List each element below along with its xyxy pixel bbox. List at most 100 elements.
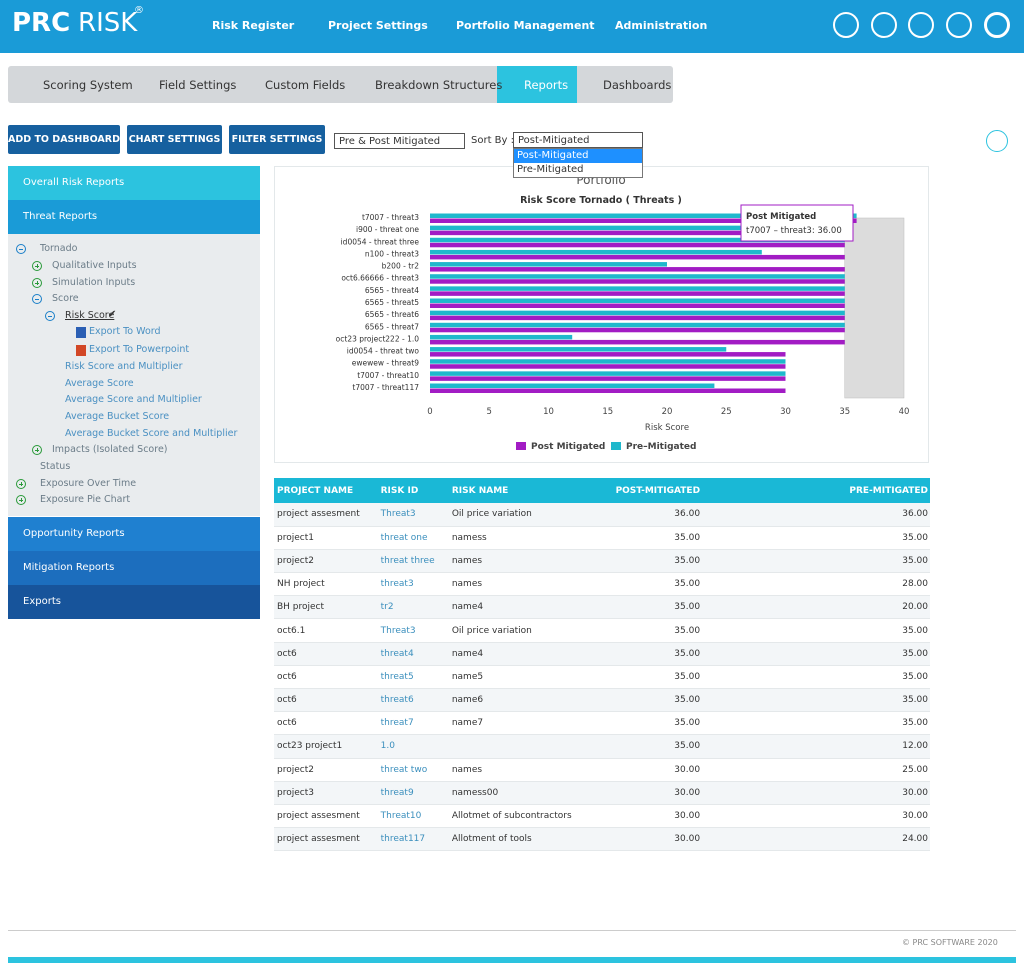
tree-item[interactable]: Export To Word [89,326,161,337]
sidebar-section[interactable]: Exports [8,585,260,619]
table-cell: project assesment [277,834,360,845]
tree-item[interactable]: Average Score [65,378,134,389]
table-cell[interactable]: threat117 [380,834,426,845]
table-cell[interactable]: threat3 [380,579,414,590]
category-label: b200 - tr2 [382,262,420,271]
column-header: RISK NAME [451,485,509,496]
nav-link[interactable]: Risk Register [212,19,295,32]
table-cell[interactable]: Threat10 [380,811,422,822]
tree-item[interactable]: Qualitative Inputs [52,260,137,271]
table-cell[interactable]: threat6 [380,695,414,706]
tree-item[interactable]: Exposure Over Time [40,478,137,489]
sidebar-section[interactable]: Mitigation Reports [8,551,260,585]
mode-select[interactable]: Pre & Post Mitigated [334,133,465,149]
table-cell: Allotment of tools [451,834,532,845]
table-row: project2 threat two names 30.00 25.00 [274,758,930,782]
table-row: oct23 project1 1.0 35.00 12.00 [274,734,930,759]
table-cell[interactable]: threat7 [380,718,414,729]
tooltip-title: Post Mitigated [746,212,816,222]
bar [430,279,845,284]
tree-item[interactable]: Average Score and Multiplier [65,394,202,405]
button[interactable]: ADD TO DASHBOARD [8,125,120,154]
tree-toggle[interactable] [32,445,42,455]
tree-item[interactable]: Export To Powerpoint [89,344,190,355]
tree-item[interactable]: Tornado [40,243,78,254]
tree-item[interactable]: Risk Score [65,310,115,321]
table-cell[interactable]: threat5 [380,671,414,682]
tree-item[interactable]: Status [40,461,71,472]
table-cell: 35.00 [902,718,928,729]
tree-toggle[interactable] [16,495,26,505]
tree-toggle[interactable] [32,261,42,271]
window-icon[interactable] [871,12,897,38]
tree-item[interactable]: Average Bucket Score [65,411,170,422]
table-cell[interactable]: threat two [380,764,428,775]
logo: RISK [78,8,138,38]
table-cell[interactable]: Threat3 [380,625,416,636]
table-cell[interactable]: threat4 [380,648,414,659]
table-cell: 35.00 [902,532,928,543]
toggle-icon[interactable] [833,12,859,38]
legend-label[interactable]: Post Mitigated [531,442,605,452]
table-cell[interactable]: tr2 [380,602,394,613]
dropdown-option[interactable]: Pre-Mitigated [517,164,584,175]
sidebar-section[interactable]: Opportunity Reports [8,517,260,551]
tree-toggle[interactable] [32,294,42,304]
table-cell[interactable]: threat9 [380,787,414,798]
bar [430,376,786,381]
x-tick-label: 30 [780,407,791,417]
dropdown-option[interactable]: Post-Mitigated [514,149,642,163]
active-tab [497,66,577,103]
nav-link[interactable]: Administration [615,19,708,32]
button[interactable]: FILTER SETTINGS [229,125,325,154]
bar [430,218,857,223]
tab[interactable]: Custom Fields [265,78,346,92]
table-row: BH project tr2 name4 35.00 20.00 [274,595,930,619]
sidebar-section[interactable]: Threat Reports [8,200,260,234]
help-icon[interactable] [946,12,972,38]
table-cell: 30.00 [674,787,701,798]
tree-item[interactable]: Risk Score and Multiplier [65,361,183,372]
tree-item[interactable]: Exposure Pie Chart [40,494,131,505]
sort-select[interactable]: Post-Mitigated [513,132,643,148]
legend-label[interactable]: Pre–Mitigated [626,442,696,452]
category-label: t7007 - threat117 [352,383,419,392]
table-cell: 35.00 [902,648,928,659]
table-cell[interactable]: Threat3 [380,509,416,520]
tab[interactable]: Breakdown Structures [375,78,503,92]
tree-toggle[interactable] [32,278,42,288]
export-icon[interactable] [986,130,1008,152]
tab[interactable]: Reports [524,78,569,92]
table-cell[interactable]: threat one [380,532,428,543]
power-icon[interactable] [984,12,1010,38]
tree-toggle[interactable] [16,244,26,254]
bar [430,327,845,333]
nav-link[interactable]: Portfolio Management [456,19,595,32]
category-label: ewewew - threat9 [352,359,419,368]
table-cell: 24.00 [902,834,928,845]
category-label: 6565 - threat4 [365,286,419,295]
button[interactable]: CHART SETTINGS [127,125,222,154]
tree-toggle[interactable] [45,311,55,321]
tree-item[interactable]: Score [52,293,79,304]
bar [430,322,845,328]
tab[interactable]: Scoring System [43,78,133,92]
tree-toggle[interactable] [16,479,26,489]
table-cell[interactable]: 1.0 [380,741,395,752]
tab[interactable]: Field Settings [159,78,237,92]
tab[interactable]: Dashboards [603,78,672,92]
tree-item[interactable]: Simulation Inputs [52,277,136,288]
mail-icon[interactable] [908,12,934,38]
bar [430,359,786,364]
tree-item[interactable]: Average Bucket Score and Multiplier [65,428,238,439]
x-tick-label: 15 [602,407,613,417]
sidebar-section[interactable]: Overall Risk Reports [8,166,260,200]
table-cell: oct6 [277,671,297,682]
nav-link[interactable]: Project Settings [328,19,428,32]
table-cell[interactable]: threat three [380,555,435,566]
tree-item[interactable]: Impacts (Isolated Score) [52,444,168,455]
table-cell: 30.00 [674,764,701,775]
footer-bar [8,957,1016,963]
table-row: oct6.1 Threat3 Oil price variation 35.00 35.… [274,618,930,643]
